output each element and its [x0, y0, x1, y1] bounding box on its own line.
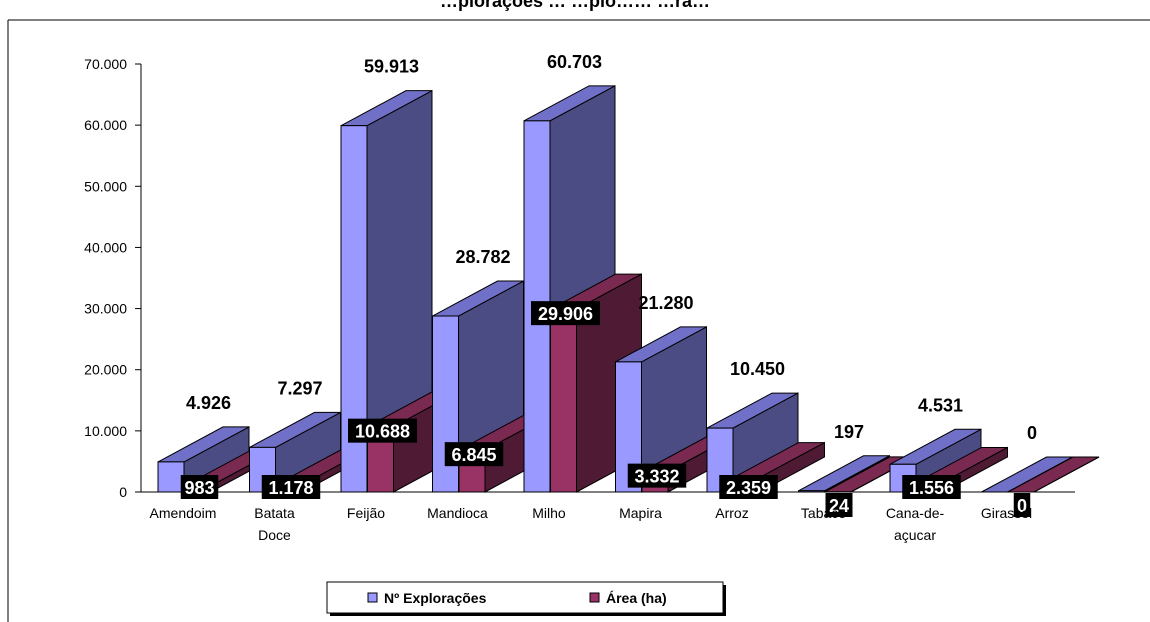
data-label-exploracoes: 10.450: [730, 359, 785, 379]
data-label-exploracoes: 28.782: [455, 247, 510, 267]
data-label-exploracoes: 4.926: [186, 393, 231, 413]
y-tick-label: 70.000: [84, 56, 127, 72]
data-label-exploracoes: 60.703: [547, 52, 602, 72]
x-tick-label: Batata: [254, 505, 295, 521]
data-label-exploracoes: 0: [1027, 423, 1037, 443]
data-label-area-bg: [531, 301, 600, 326]
data-label-area-bg: [261, 475, 321, 499]
bar-area-top: [1007, 456, 1100, 493]
y-tick-label: 30.000: [84, 301, 127, 317]
x-tick-label: Doce: [258, 527, 291, 543]
y-tick-label: 20.000: [84, 362, 127, 378]
bar-exploracoes: [249, 411, 341, 493]
legend-label: Área (ha): [606, 590, 667, 606]
data-label-area: 3.332: [634, 467, 679, 487]
data-label-area: 983: [184, 478, 214, 498]
bar-exploracoes-front: [798, 490, 825, 493]
legend-swatch: [367, 592, 378, 603]
legend-swatch: [589, 592, 600, 603]
data-label-area: 29.906: [538, 304, 593, 324]
data-label-area: 2.359: [726, 478, 771, 498]
legend: [326, 581, 724, 614]
x-tick-label: Mapira: [619, 505, 662, 521]
x-tick-label: Amendoim: [150, 505, 217, 521]
bar-area: [1007, 456, 1100, 493]
y-tick-label: 50.000: [84, 178, 127, 194]
data-label-exploracoes: 59.913: [364, 57, 419, 77]
data-label-area: 1.556: [909, 478, 954, 498]
data-label-area-bg: [348, 418, 417, 443]
bar-area-front: [550, 308, 577, 493]
data-label-exploracoes: 7.297: [277, 378, 322, 398]
data-label-area-bg: [627, 463, 687, 488]
data-label-area: 1.178: [268, 478, 313, 498]
y-tick-label: 40.000: [84, 239, 127, 255]
x-tick-label: Feijão: [347, 505, 385, 521]
data-label-area-bg: [444, 442, 504, 467]
data-label-area-bg: [902, 475, 961, 499]
data-label-exploracoes: 4.531: [918, 395, 963, 415]
y-tick-label: 10.000: [84, 423, 127, 439]
data-label-exploracoes: 21.280: [638, 293, 693, 313]
y-tick-label: 0: [119, 484, 127, 500]
data-label-area-bg: [825, 493, 853, 517]
x-tick-label: Tabaco: [801, 505, 846, 521]
x-tick-label: Mandioca: [427, 505, 488, 521]
chart-title: …plorações … …plo…… …ra…: [440, 0, 710, 11]
data-label-exploracoes: 197: [834, 422, 864, 442]
y-tick-label: 60.000: [84, 117, 127, 133]
data-label-area: 10.688: [355, 422, 410, 442]
x-tick-label: Girassol: [981, 505, 1032, 521]
x-tick-label: Arroz: [715, 505, 748, 521]
legend-label: Nº Explorações: [384, 590, 487, 606]
data-label-area-bg: [1013, 493, 1031, 517]
x-tick-label: Cana-de-: [886, 505, 945, 521]
x-tick-label: Milho: [532, 505, 566, 521]
data-label-area-bg: [719, 475, 778, 499]
data-label-area: 24: [829, 496, 849, 516]
x-tick-label: açucar: [894, 527, 936, 543]
bar-exploracoes-front: [157, 461, 185, 493]
data-label-area-bg: [180, 475, 219, 499]
data-label-area: 0: [1017, 496, 1027, 516]
data-label-area: 6.845: [451, 445, 496, 465]
